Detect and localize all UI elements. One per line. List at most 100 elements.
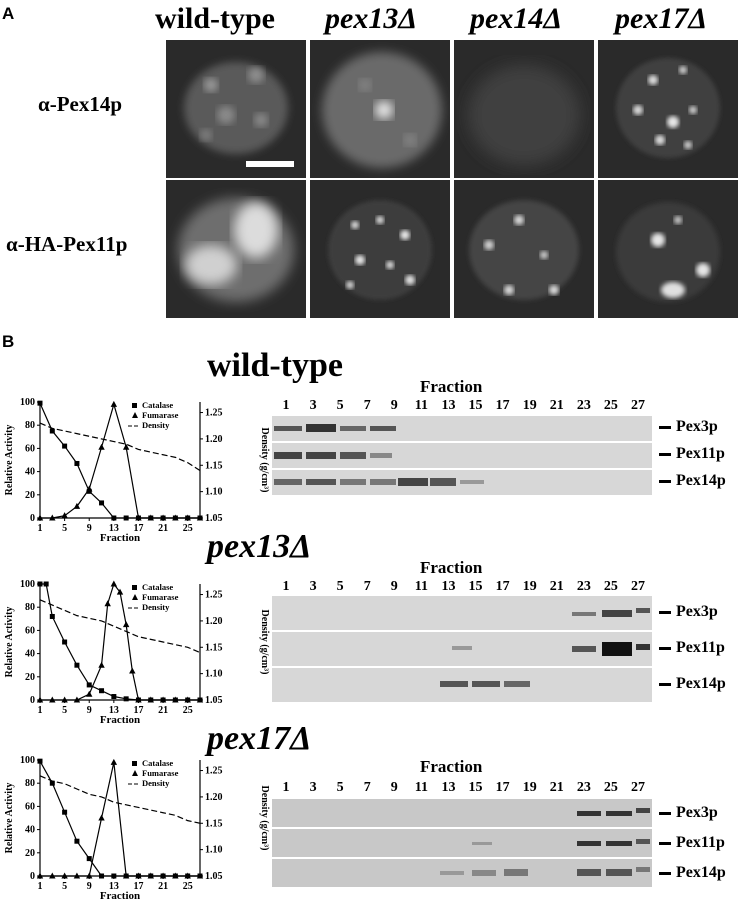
legend-label: Density <box>142 778 170 788</box>
fumarase-point <box>98 443 105 450</box>
fraction-title-wild-type: Fraction <box>420 377 483 396</box>
y2-tick-label: 1.20 <box>205 434 223 445</box>
fumarase-point <box>196 514 204 521</box>
catalase-point <box>37 581 43 587</box>
panel-a-letter: A <box>2 4 15 23</box>
micrograph-image <box>468 65 580 165</box>
fumarase-point <box>98 814 105 821</box>
y2-tick-label: 1.15 <box>205 818 223 829</box>
fumarase-point <box>172 696 179 703</box>
y2-tick-label: 1.25 <box>205 590 223 601</box>
y-tick-label: 100 <box>20 755 35 766</box>
band-label-pex11p-wild-type: Pex11p <box>659 445 725 463</box>
fumarase-point <box>147 872 154 879</box>
y2-tick-label: 1.15 <box>205 460 223 471</box>
fumarase-point <box>196 872 204 879</box>
y2-tick-label: 1.10 <box>205 845 223 856</box>
lane-number-25: 25 <box>603 780 618 795</box>
catalase-point <box>86 682 92 688</box>
fumarase-point <box>184 696 191 703</box>
fumarase-point <box>61 872 68 879</box>
micrograph-wild-type-pex14p <box>166 40 306 178</box>
fumarase-point <box>73 502 81 509</box>
y-tick-label: 80 <box>25 420 35 431</box>
strain-title-wild-type: wild-type <box>207 347 343 384</box>
lane-number-5: 5 <box>336 780 344 795</box>
column-header-pex13: pex13Δ <box>325 2 418 35</box>
catalase-point <box>49 780 55 786</box>
band-label-pex11p-pex17: Pex11p <box>659 834 725 852</box>
catalase-point <box>99 688 105 694</box>
fumarase-point <box>49 514 56 521</box>
lane-numbers-wild-type: 1 3 5 7 9 11 13 15 17 19 21 23 25 27 <box>272 398 652 416</box>
fumarase-point <box>73 872 81 879</box>
fumarase-point <box>110 580 118 587</box>
lane-number-1: 1 <box>282 398 290 413</box>
y-tick-label: 0 <box>30 871 35 882</box>
lane-number-13: 13 <box>441 780 456 795</box>
lane-number-19: 19 <box>522 579 537 594</box>
catalase-point <box>49 613 55 619</box>
blot-bands <box>440 681 530 687</box>
y2-tick-label: 1.10 <box>205 669 223 680</box>
row-label-pex14p: α-Pex14p <box>38 92 123 116</box>
fumarase-point <box>135 514 142 521</box>
lane-number-27: 27 <box>631 780 645 795</box>
x-tick-label: 25 <box>183 705 193 716</box>
catalase-point <box>43 581 49 587</box>
fumarase-point <box>49 872 56 879</box>
fumarase-point <box>135 696 142 703</box>
fumarase-point <box>184 872 191 879</box>
x-tick-label: 5 <box>62 523 67 534</box>
fumarase-point <box>122 872 130 879</box>
legend-label: Density <box>142 420 170 430</box>
series-line-density <box>39 599 201 654</box>
fumarase-point <box>36 696 44 703</box>
x-tick-label: 1 <box>38 523 43 534</box>
micrograph-image <box>616 202 720 302</box>
y2-tick-label: 1.15 <box>205 642 223 653</box>
y-tick-label: 0 <box>30 695 35 706</box>
y-tick-label: 0 <box>30 513 35 524</box>
legend-label: Catalase <box>142 758 173 768</box>
lane-number-13: 13 <box>441 398 456 413</box>
lane-number-5: 5 <box>336 579 344 594</box>
catalase-point <box>37 400 43 406</box>
fumarase-point <box>86 485 93 492</box>
fumarase-point <box>86 690 93 697</box>
fumarase-point <box>98 661 105 668</box>
band-label-pex3p-wild-type: Pex3p <box>659 418 718 436</box>
x-tick-label: 25 <box>183 523 193 534</box>
series-line-catalase <box>39 402 200 519</box>
fraction-title-pex17: Fraction <box>420 757 483 776</box>
catalase-point <box>99 873 105 879</box>
legend-marker-fumarase <box>132 594 138 600</box>
gradient-chart-wild-type: 0 20 40 60 80 100 1.05 1.10 1.15 1.20 1.25 1 5 9 13 17 2… <box>4 397 270 544</box>
gradient-chart-pex13: 0 20 40 60 80 100 1.05 1.10 1.15 1.20 1.25 1 5 9 13 17 2… <box>4 579 270 726</box>
lane-number-21: 21 <box>549 780 564 795</box>
blot-bands <box>472 839 650 846</box>
catalase-point <box>111 694 117 700</box>
micrograph-image <box>322 52 442 168</box>
row-label-ha-pex11p: α-HA-Pex11p <box>6 232 128 256</box>
micrograph-pex17-pex14p <box>598 40 738 178</box>
blot-pex13-pex11p <box>272 632 652 666</box>
y-tick-label: 60 <box>25 625 35 636</box>
blot-wild-type-pex3p <box>272 416 652 441</box>
band-label-pex3p-pex17: Pex3p <box>659 804 718 822</box>
fumarase-point <box>184 514 191 521</box>
band-label-pex3p-pex13: Pex3p <box>659 603 718 621</box>
catalase-point <box>74 460 80 466</box>
lane-number-9: 9 <box>390 579 398 594</box>
lane-number-9: 9 <box>390 398 398 413</box>
blot-pex17-pex11p <box>272 829 652 857</box>
strain-title-pex13: pex13Δ <box>207 528 312 565</box>
fumarase-point <box>122 443 130 450</box>
lane-number-15: 15 <box>468 780 483 795</box>
x-axis-label: Fraction <box>100 890 140 902</box>
fumarase-point <box>159 872 167 879</box>
catalase-point <box>111 873 117 879</box>
series-line-density <box>39 422 201 472</box>
lane-number-27: 27 <box>631 398 645 413</box>
catalase-point <box>99 500 105 506</box>
